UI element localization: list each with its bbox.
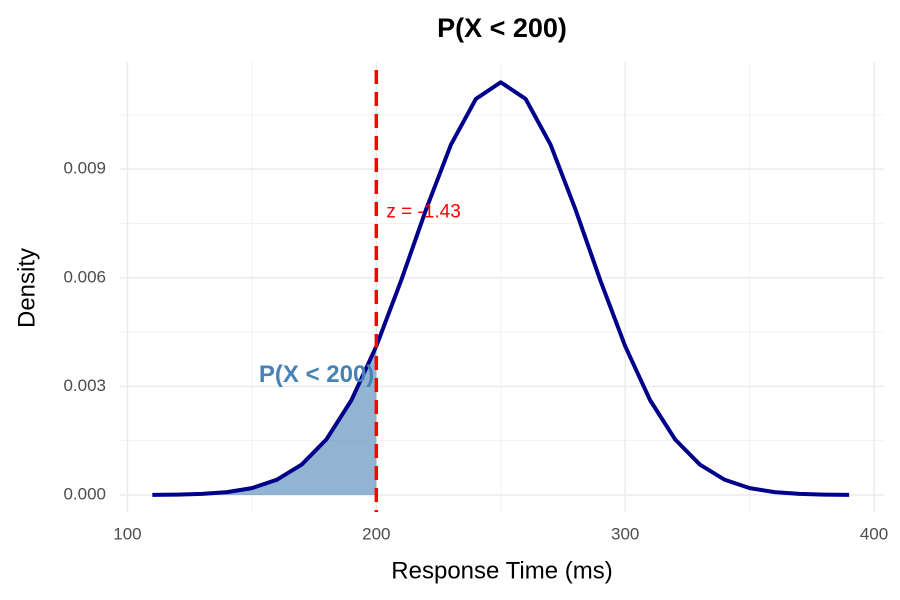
x-tick-label: 400: [860, 524, 888, 543]
y-tick-label: 0.009: [63, 159, 106, 178]
x-axis-label: Response Time (ms): [391, 557, 612, 584]
x-tick-label: 100: [113, 524, 141, 543]
area-label: P(X < 200): [259, 361, 374, 388]
chart-title: P(X < 200): [437, 13, 567, 43]
y-tick-label: 0.000: [63, 484, 106, 503]
shaded-area: [152, 346, 377, 495]
y-axis-label: Density: [13, 248, 40, 328]
y-tick-label: 0.003: [63, 376, 106, 395]
z-annotation: z = -1.43: [386, 202, 460, 223]
x-tick-label: 300: [611, 524, 639, 543]
y-tick-label: 0.006: [63, 267, 106, 286]
x-tick-label: 200: [362, 524, 390, 543]
density-curve: [152, 80, 850, 497]
